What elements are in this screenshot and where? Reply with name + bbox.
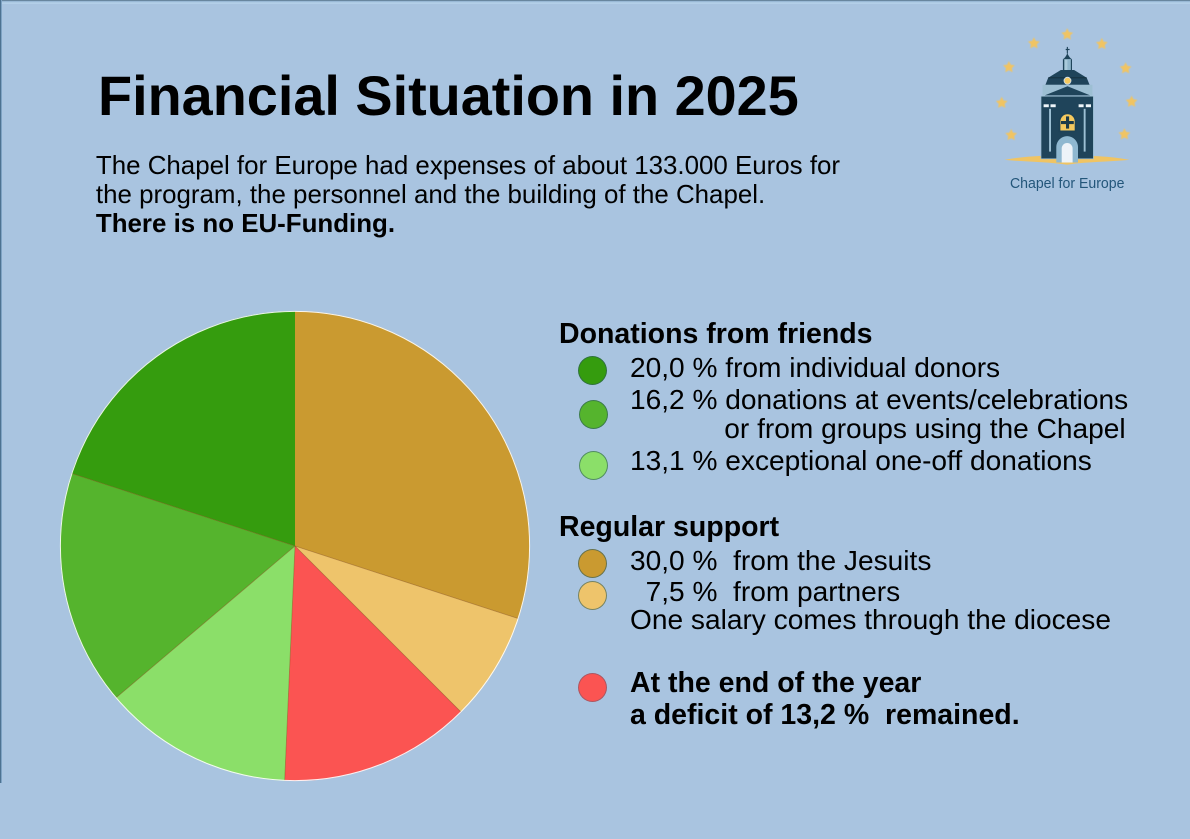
svg-text:Chapel for Europe: Chapel for Europe (1010, 176, 1124, 192)
